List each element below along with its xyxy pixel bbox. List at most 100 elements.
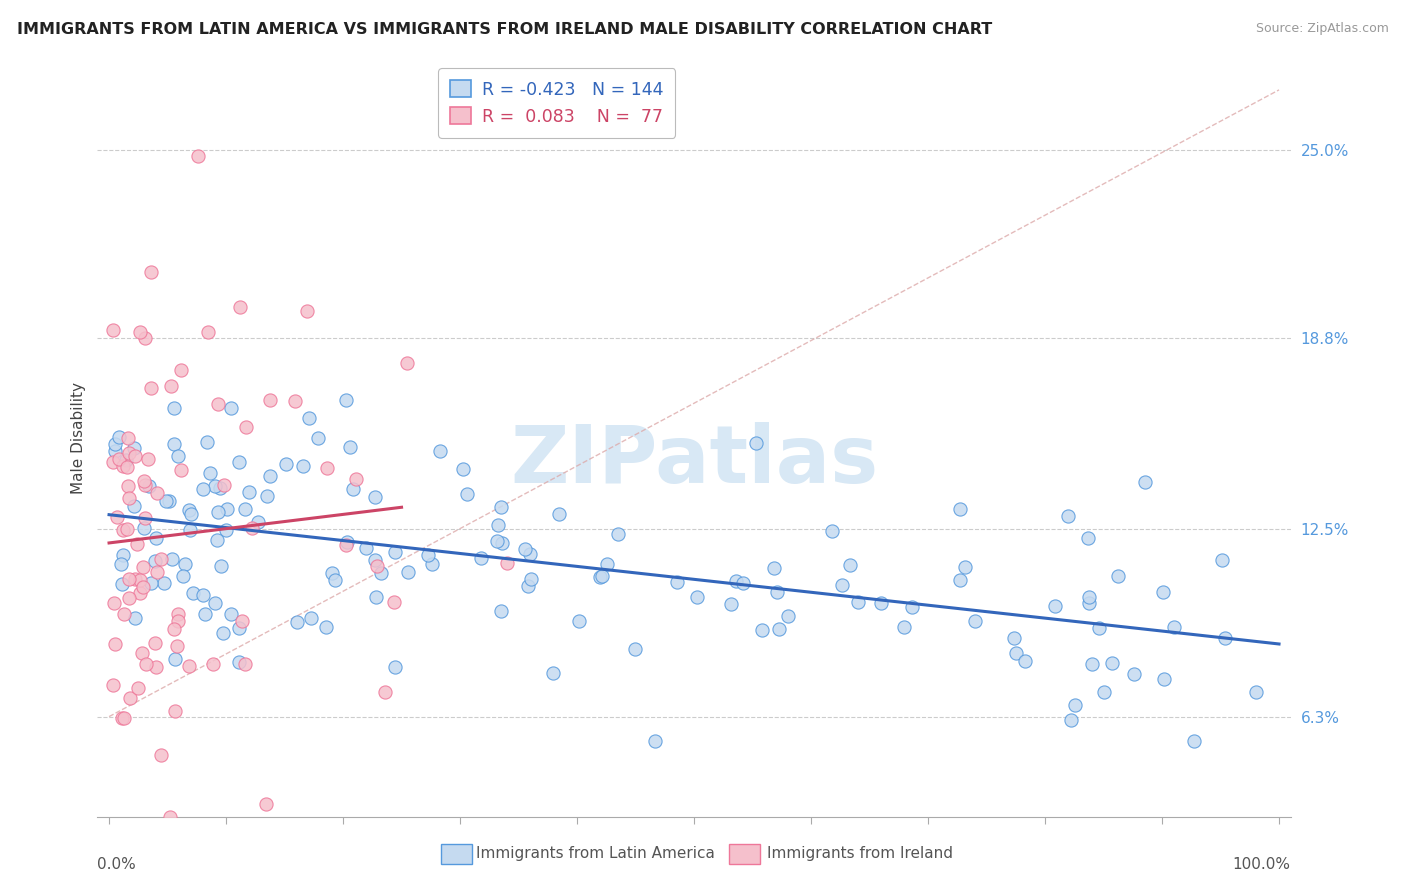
Point [949, 501, 972, 516]
Point [235, 657, 257, 671]
Point [1182, 734, 1205, 748]
Text: IMMIGRANTS FROM LATIN AMERICA VS IMMIGRANTS FROM IRELAND MALE DISABILITY CORRELA: IMMIGRANTS FROM LATIN AMERICA VS IMMIGRA… [17, 22, 993, 37]
Point [1077, 531, 1099, 545]
Point [187, 149, 209, 163]
Point [163, 437, 186, 451]
Point [364, 490, 387, 504]
Point [204, 596, 226, 610]
Point [519, 547, 541, 561]
Point [201, 657, 224, 672]
Point [207, 505, 229, 519]
Point [418, 548, 440, 562]
Point [285, 615, 308, 629]
Point [644, 734, 666, 748]
Point [1002, 631, 1025, 645]
Point [112, 607, 135, 621]
Point [231, 614, 253, 628]
Point [146, 486, 169, 500]
Point [138, 479, 160, 493]
Point [111, 524, 134, 538]
Point [219, 607, 242, 621]
Point [160, 378, 183, 392]
Point [163, 401, 186, 415]
Point [513, 542, 536, 557]
Point [104, 436, 127, 450]
Point [893, 620, 915, 634]
Point [165, 652, 187, 666]
Point [254, 797, 277, 811]
Point [141, 575, 163, 590]
Point [228, 621, 250, 635]
Point [955, 560, 977, 574]
Point [1107, 568, 1129, 582]
Point [486, 533, 509, 548]
Point [496, 557, 519, 571]
Point [1211, 553, 1233, 567]
Point [212, 626, 235, 640]
Point [259, 468, 281, 483]
Point [132, 521, 155, 535]
Point [870, 596, 893, 610]
Point [214, 478, 236, 492]
Point [179, 523, 201, 537]
Point [219, 401, 242, 415]
Point [209, 559, 232, 574]
Point [139, 264, 162, 278]
Point [122, 442, 145, 456]
Point [1101, 657, 1123, 671]
Point [1005, 646, 1028, 660]
Point [624, 642, 647, 657]
Point [120, 690, 142, 705]
Point [541, 665, 564, 680]
Point [686, 590, 709, 604]
Legend: R = -0.423   N = 144, R =  0.083    N =  77: R = -0.423 N = 144, R = 0.083 N = 77 [439, 69, 675, 137]
Point [155, 493, 177, 508]
Point [420, 557, 443, 571]
Point [456, 487, 478, 501]
Point [125, 536, 148, 550]
Point [112, 710, 135, 724]
Point [179, 659, 201, 673]
Text: ZIPatlas: ZIPatlas [510, 422, 879, 500]
Point [745, 436, 768, 450]
Point [363, 553, 385, 567]
Point [134, 475, 156, 489]
Point [160, 552, 183, 566]
Point [172, 568, 194, 582]
Point [831, 578, 853, 592]
Point [170, 463, 193, 477]
Point [396, 356, 419, 370]
Point [122, 500, 145, 514]
Point [101, 455, 124, 469]
Point [1123, 667, 1146, 681]
Point [124, 573, 146, 587]
Point [307, 431, 329, 445]
Text: Source: ZipAtlas.com: Source: ZipAtlas.com [1256, 22, 1389, 36]
Point [195, 434, 218, 449]
Point [197, 325, 219, 339]
Text: 100.0%: 100.0% [1233, 856, 1291, 871]
Point [768, 622, 790, 636]
Point [370, 566, 392, 580]
Point [174, 558, 197, 572]
Point [105, 509, 128, 524]
Point [134, 511, 156, 525]
Point [595, 557, 617, 571]
Point [720, 597, 742, 611]
Point [163, 704, 186, 718]
Point [295, 304, 318, 318]
Point [1163, 620, 1185, 634]
Point [725, 574, 748, 588]
Point [191, 589, 214, 603]
Point [191, 482, 214, 496]
Point [547, 507, 569, 521]
Point [207, 397, 229, 411]
Point [589, 570, 612, 584]
Point [451, 462, 474, 476]
Point [117, 446, 139, 460]
Point [240, 521, 263, 535]
Point [297, 411, 319, 425]
Point [141, 381, 163, 395]
Point [149, 747, 172, 762]
Point [159, 809, 181, 823]
